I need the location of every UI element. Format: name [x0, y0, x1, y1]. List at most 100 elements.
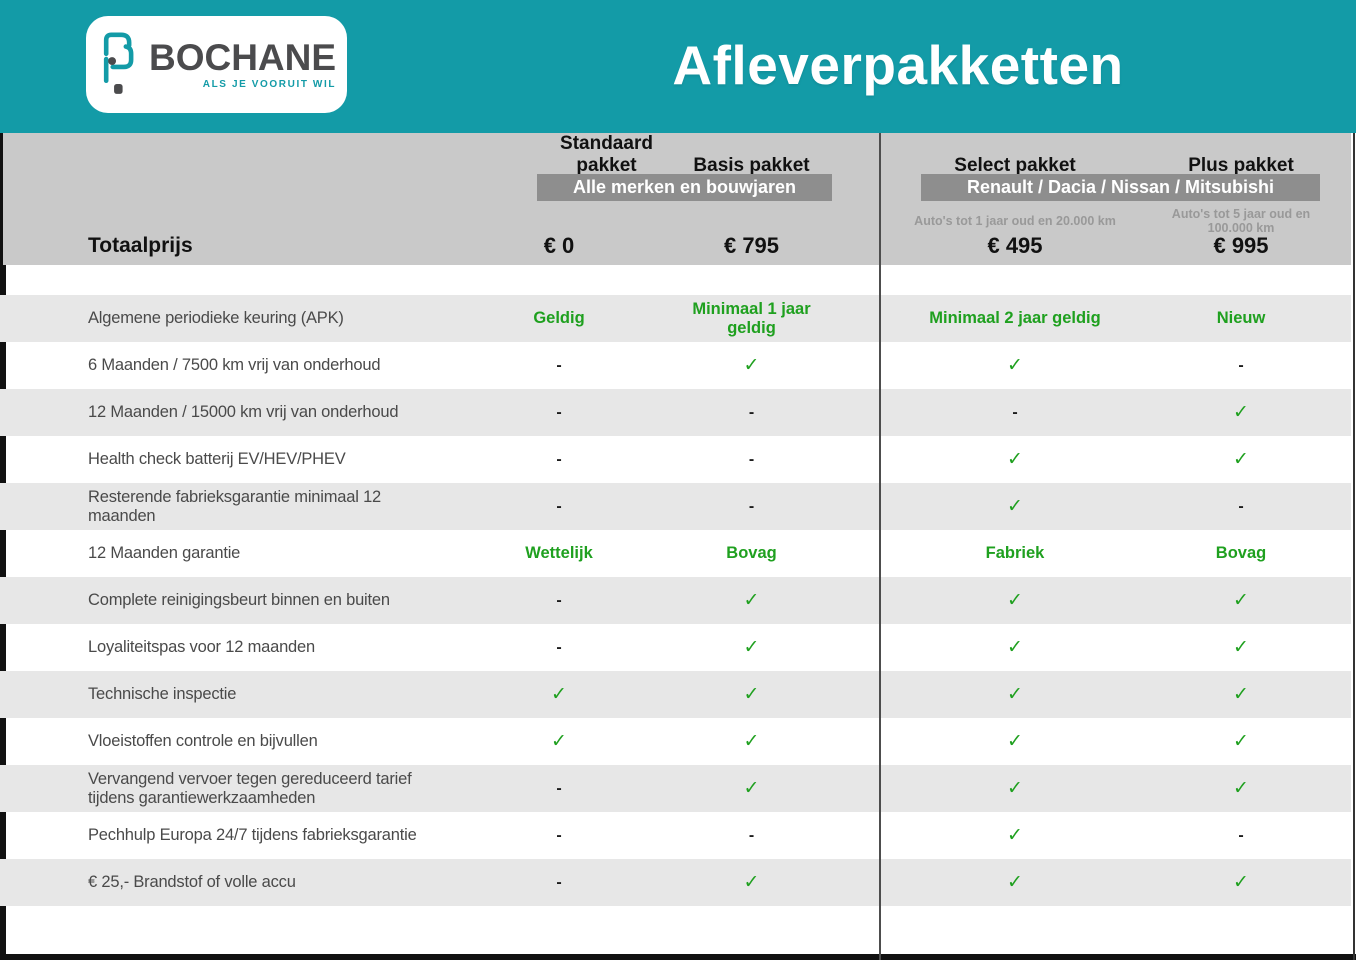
page-title: Afleverpakketten	[672, 34, 1124, 96]
dash-mark: -	[748, 497, 755, 515]
package-header: Standaard pakket Basis pakket Select pak…	[0, 133, 1356, 265]
price-basis: € 795	[723, 232, 780, 258]
check-icon: ✓	[1233, 731, 1249, 752]
bochane-car-icon	[97, 28, 139, 103]
check-icon: ✓	[1233, 590, 1249, 611]
subtitle-select: Auto's tot 1 jaar oud en 20.000 km	[914, 214, 1116, 228]
row-label: Vloeistoffen controle en bijvullen	[88, 732, 318, 750]
table-row: 12 Maanden / 15000 km vrij van onderhoud…	[0, 389, 1356, 436]
check-icon: ✓	[743, 778, 760, 799]
dash-mark: -	[556, 638, 562, 656]
table-row: Algemene periodieke keuring (APK) Geldig M…	[0, 295, 1356, 342]
check-icon: ✓	[1233, 402, 1249, 423]
value-text: Bovag	[726, 544, 777, 562]
spacer-row	[0, 265, 1356, 295]
dash-mark: -	[556, 356, 562, 374]
check-icon: ✓	[1007, 872, 1023, 893]
check-icon: ✓	[743, 590, 760, 611]
row-label: Pechhulp Europa 24/7 tijdens fabrieksgar…	[88, 826, 417, 844]
table-row: Vervangend vervoer tegen gereduceerd tar…	[0, 765, 1356, 812]
band-renault-group: Renault / Dacia / Nissan / Mitsubishi	[921, 174, 1320, 201]
row-label: Algemene periodieke keuring (APK)	[88, 309, 344, 327]
check-icon: ✓	[743, 731, 760, 752]
check-icon: ✓	[1007, 825, 1023, 846]
table-row: Technische inspectie ✓ ✓ ✓ ✓	[0, 671, 1356, 718]
bochane-logo: BOCHANE ALS JE VOORUIT WIL	[86, 16, 347, 113]
dash-mark: -	[748, 826, 755, 844]
check-icon: ✓	[1007, 778, 1023, 799]
value-text: Nieuw	[1216, 309, 1266, 327]
check-icon: ✓	[551, 731, 567, 752]
row-label: Health check batterij EV/HEV/PHEV	[88, 450, 346, 468]
value-text: Minimaal 2 jaar geldig	[929, 309, 1101, 327]
price-select: € 495	[987, 232, 1043, 258]
price-plus: € 995	[1213, 232, 1269, 258]
price-row: Totaalprijs € 0 € 795 € 495 € 995	[0, 226, 1356, 265]
check-icon: ✓	[1007, 496, 1023, 517]
row-label: Technische inspectie	[88, 685, 237, 703]
dash-mark: -	[556, 826, 562, 844]
logo-text: BOCHANE ALS JE VOORUIT WIL	[148, 36, 337, 90]
brand-band-row: Alle merken en bouwjaren Renault / Dacia…	[0, 174, 1356, 201]
subtitle-standaard	[450, 215, 668, 221]
package-subtitle-row: Auto's tot 1 jaar oud en 20.000 km Auto'…	[0, 201, 1356, 235]
dash-mark: -	[556, 779, 562, 797]
row-label: 12 Maanden / 15000 km vrij van onderhoud	[88, 403, 399, 421]
check-icon: ✓	[1233, 872, 1249, 893]
dash-mark: -	[748, 403, 755, 421]
section-divider-line	[879, 133, 881, 960]
top-banner: BOCHANE ALS JE VOORUIT WIL Afleverpakket…	[0, 0, 1356, 133]
check-icon: ✓	[1007, 449, 1023, 470]
table-row: Loyaliteitspas voor 12 maanden - ✓ ✓ ✓	[0, 624, 1356, 671]
table-row: 12 Maanden garantie Wettelijk Bovag Fabriek…	[0, 530, 1356, 577]
value-text: Minimaal 1 jaar geldig	[692, 299, 811, 337]
check-icon: ✓	[743, 872, 760, 893]
check-icon: ✓	[1007, 637, 1023, 658]
package-name-select: Select pakket	[954, 155, 1076, 176]
dash-mark: -	[556, 591, 562, 609]
check-icon: ✓	[1233, 778, 1249, 799]
bottom-space	[0, 906, 1356, 954]
check-icon: ✓	[743, 684, 760, 705]
row-label: Vervangend vervoer tegen gereduceerd tar…	[88, 769, 412, 807]
row-label: Complete reinigingsbeurt binnen en buite…	[88, 591, 390, 609]
subtitle-basis	[668, 215, 880, 221]
table-row: 6 Maanden / 7500 km vrij van onderhoud - ✓…	[0, 342, 1356, 389]
table-row: Health check batterij EV/HEV/PHEV - - ✓ ✓	[0, 436, 1356, 483]
check-icon: ✓	[1007, 684, 1023, 705]
dash-mark: -	[1238, 497, 1244, 515]
subtitle-plus: Auto's tot 5 jaar oud en 100.000 km	[1171, 207, 1311, 235]
check-icon: ✓	[1233, 684, 1249, 705]
table-rows: Algemene periodieke keuring (APK) Geldig M…	[0, 295, 1356, 906]
row-label: 6 Maanden / 7500 km vrij van onderhoud	[88, 356, 381, 374]
value-text: Bovag	[1215, 544, 1267, 562]
check-icon: ✓	[743, 355, 760, 376]
right-border-line	[1353, 133, 1355, 960]
table-row: Vloeistoffen controle en bijvullen ✓ ✓ ✓ ✓	[0, 718, 1356, 765]
label-spacer	[0, 174, 450, 201]
package-name-basis: Basis pakket	[693, 155, 810, 176]
table-row: Complete reinigingsbeurt binnen en buite…	[0, 577, 1356, 624]
logo-wordmark: BOCHANE	[148, 36, 337, 78]
table-row: Pechhulp Europa 24/7 tijdens fabrieksgar…	[0, 812, 1356, 859]
package-name-row: Standaard pakket Basis pakket Select pak…	[0, 133, 1356, 176]
row-label: € 25,- Brandstof of volle accu	[88, 873, 296, 891]
bottom-border-bar	[0, 954, 1356, 960]
row-label: Loyaliteitspas voor 12 maanden	[88, 638, 315, 656]
value-text: Wettelijk	[525, 544, 593, 562]
dash-mark: -	[556, 497, 562, 515]
check-icon: ✓	[1233, 449, 1249, 470]
dash-mark: -	[556, 450, 562, 468]
check-icon: ✓	[1007, 355, 1023, 376]
total-price-label: Totaalprijs	[88, 233, 193, 257]
dash-mark: -	[1012, 403, 1018, 421]
value-text: Fabriek	[985, 544, 1045, 562]
check-icon: ✓	[551, 684, 567, 705]
check-icon: ✓	[1233, 637, 1249, 658]
check-icon: ✓	[743, 637, 760, 658]
dash-mark: -	[748, 450, 755, 468]
band-all-brands: Alle merken en bouwjaren	[537, 174, 832, 201]
logo-tagline: ALS JE VOORUIT WIL	[202, 78, 337, 90]
package-name-standaard: Standaard pakket	[560, 133, 653, 176]
check-icon: ✓	[1007, 590, 1023, 611]
